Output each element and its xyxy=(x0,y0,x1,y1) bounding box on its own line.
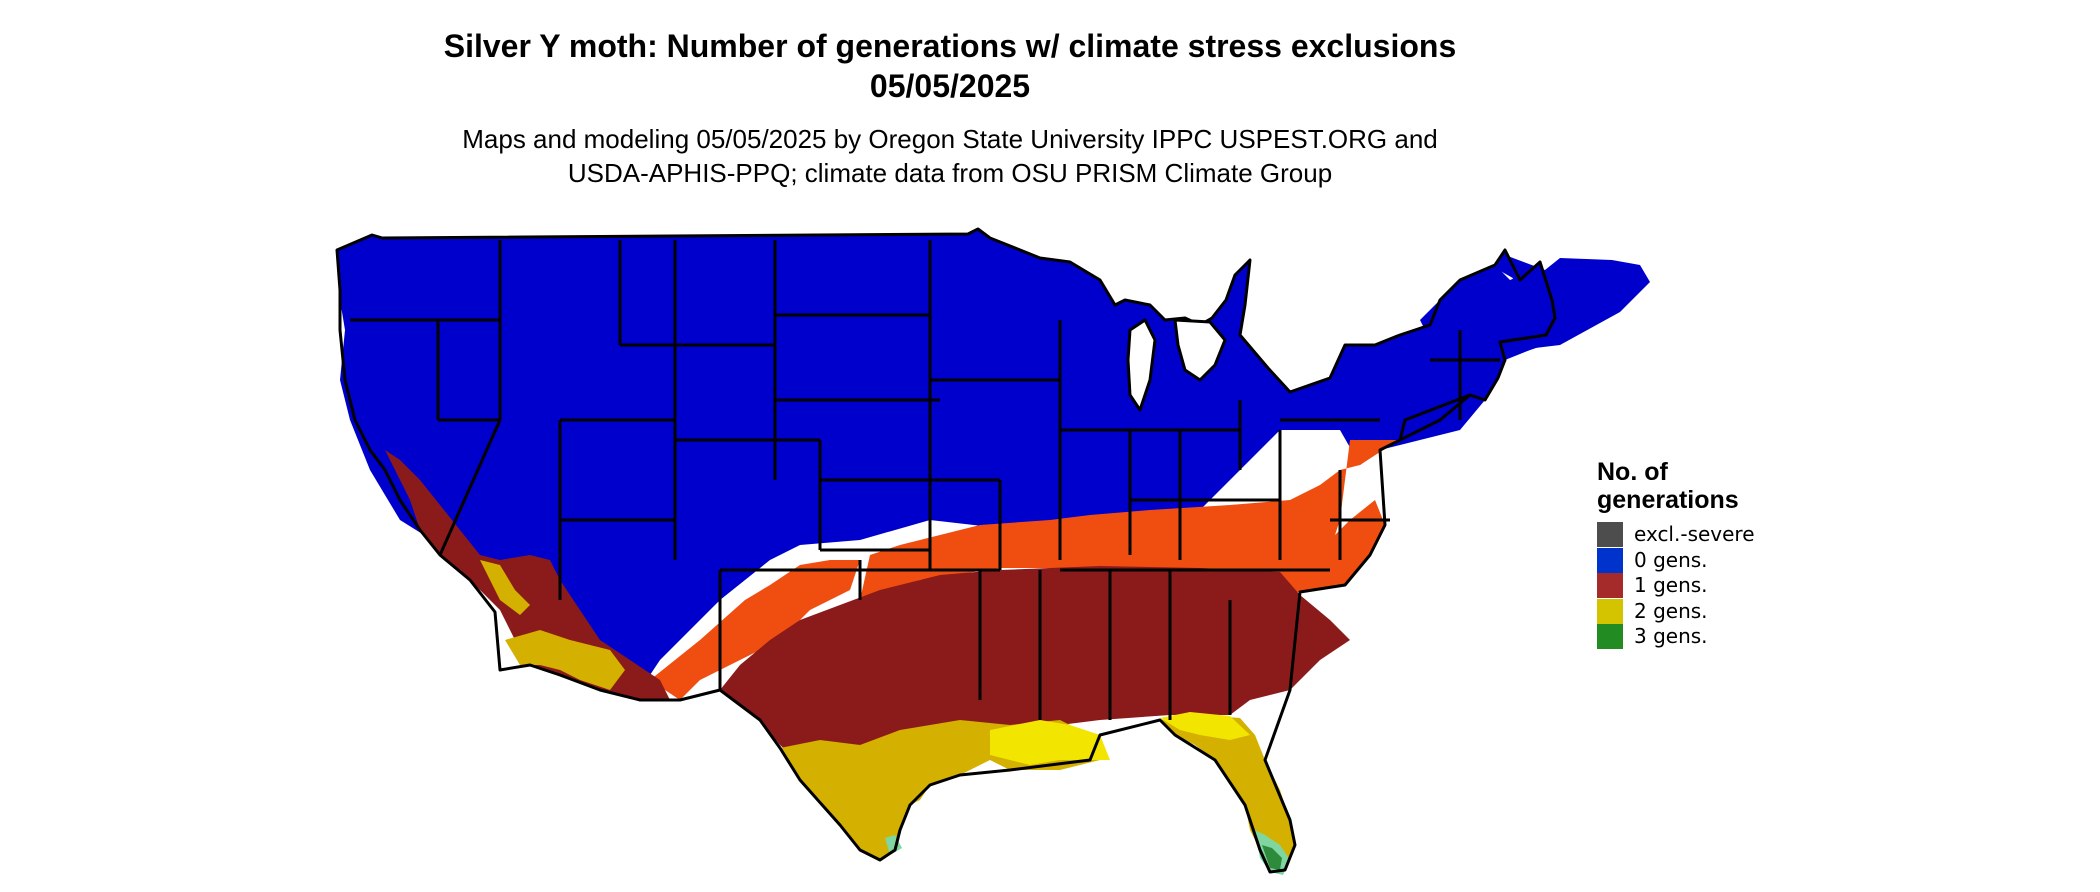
legend-swatch xyxy=(1597,598,1623,624)
legend-item: excl.-severe xyxy=(1597,522,1817,548)
legend-label: 3 gens. xyxy=(1634,624,1708,649)
map-title: Silver Y moth: Number of generations w/ … xyxy=(443,28,1457,64)
two-gens-cal-valley xyxy=(480,560,530,615)
three-gens-texas xyxy=(885,835,902,855)
two-gens-arizona xyxy=(505,630,625,690)
legend-swatch xyxy=(1597,522,1623,548)
legend-item: 0 gens. xyxy=(1597,547,1817,574)
legend-item: 3 gens. xyxy=(1597,624,1817,650)
two-gens-bright-panhandle xyxy=(1160,712,1250,740)
two-gens-florida xyxy=(1160,715,1295,870)
legend-swatch xyxy=(1597,547,1623,573)
legend-item: 2 gens. xyxy=(1597,598,1817,625)
legend-label: 0 gens. xyxy=(1634,547,1708,572)
legend-title-line2: generations xyxy=(1597,486,1739,514)
maine-region xyxy=(1495,250,1552,300)
map-subtitle-line1: Maps and modeling 05/05/2025 by Oregon S… xyxy=(462,124,1438,154)
one-gen-dark-west xyxy=(385,450,670,700)
legend-label: 1 gens. xyxy=(1634,573,1708,598)
map-date: 05/05/2025 xyxy=(869,68,1031,104)
two-gens-bright-coast xyxy=(990,720,1110,765)
map-subtitle-line2: USDA-APHIS-PPQ; climate data from OSU PR… xyxy=(567,158,1333,188)
map-fill-layer xyxy=(337,229,1650,875)
legend-title: No. of generations xyxy=(1597,458,1817,514)
new-england-region xyxy=(1420,265,1555,342)
legend-title-line1: No. of xyxy=(1597,458,1668,486)
state-borders xyxy=(335,227,1557,874)
legend: No. of generations excl.-severe 0 gens. 1 … xyxy=(1597,458,1817,650)
legend-swatch xyxy=(1597,573,1623,599)
legend-swatch xyxy=(1597,624,1623,650)
legend-item: 1 gens. xyxy=(1597,573,1817,599)
legend-label: excl.-severe xyxy=(1634,522,1755,547)
one-gen-orange-east xyxy=(1240,500,1385,595)
three-gens-florida-dark xyxy=(1262,845,1282,870)
legend-items: excl.-severe 0 gens. 1 gens. 2 gens. 3 gens. xyxy=(1597,522,1817,650)
one-gen-orange-sw xyxy=(650,560,860,700)
legend-label: 2 gens. xyxy=(1634,598,1708,623)
one-gen-dark-south xyxy=(720,566,1350,780)
